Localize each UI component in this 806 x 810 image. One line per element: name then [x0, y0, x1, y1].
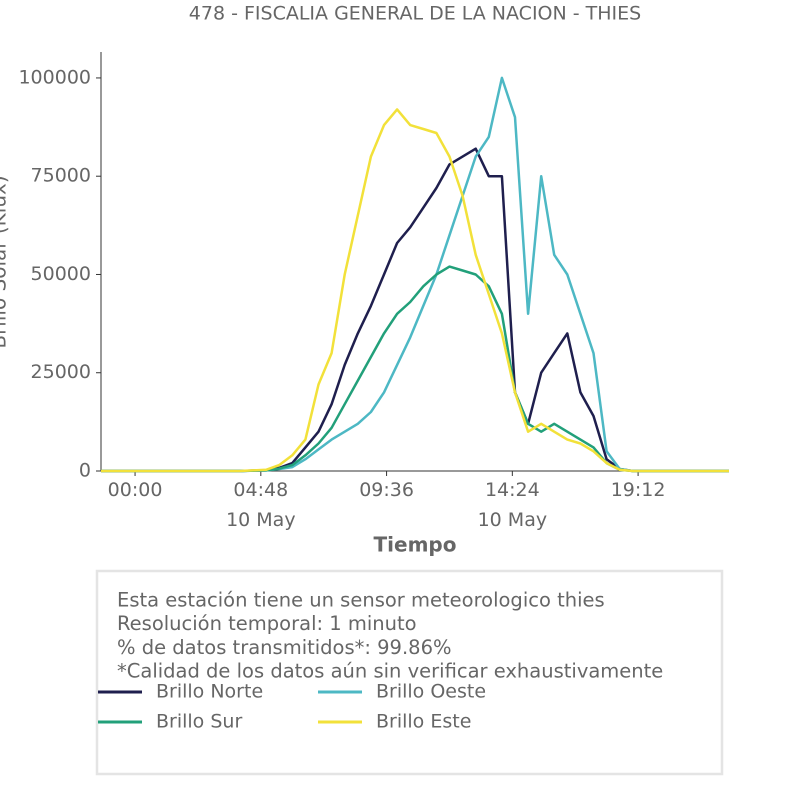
- info-text: % de datos transmitidos*: 99.86%: [117, 636, 452, 659]
- x-tick-label: 14:24 10 May: [478, 479, 548, 531]
- info-text: *Calidad de los datos aún sin verificar …: [117, 660, 663, 683]
- y-tick-label: 100000: [18, 66, 91, 88]
- y-tick-label: 75000: [31, 165, 91, 187]
- legend-label: Brillo Oeste: [376, 681, 486, 703]
- x-tick-label: 19:12: [611, 479, 666, 501]
- legend-label: Brillo Norte: [156, 681, 263, 703]
- y-tick-label: 50000: [31, 263, 91, 285]
- y-axis-label: Brillo Solar (Klux): [0, 175, 11, 348]
- legend-label: Brillo Este: [376, 711, 471, 733]
- info-box: [95, 569, 724, 776]
- info-text: Esta estación tiene un sensor meteorolog…: [117, 589, 605, 612]
- series-line: [101, 108, 729, 473]
- series-line: [101, 76, 729, 473]
- x-tick-label: 04:48 10 May: [226, 479, 296, 531]
- x-tick-label: 00:00: [108, 479, 163, 501]
- chart-title: 478 - FISCALIA GENERAL DE LA NACION - TH…: [189, 3, 641, 25]
- legend-label: Brillo Sur: [156, 711, 242, 733]
- y-tick-label: 0: [79, 460, 91, 482]
- series-line: [101, 147, 729, 473]
- y-tick-label: 25000: [31, 361, 91, 383]
- x-axis-label: Tiempo: [374, 533, 457, 557]
- x-tick-label: 09:36: [359, 479, 414, 501]
- series-line: [101, 265, 729, 473]
- info-text: Resolución temporal: 1 minuto: [117, 612, 417, 635]
